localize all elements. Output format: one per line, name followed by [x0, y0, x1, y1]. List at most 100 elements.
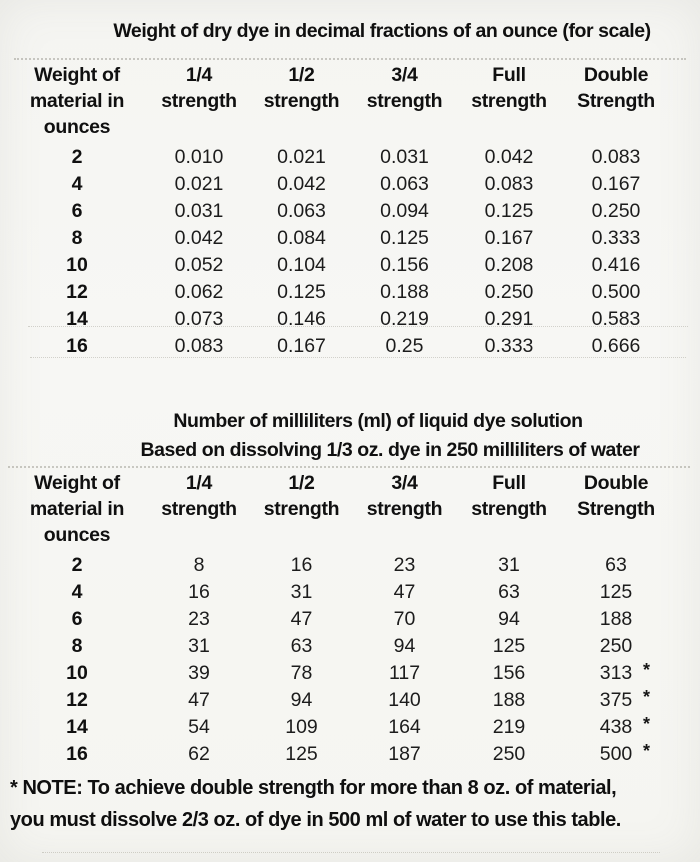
row-label-ounces: 4	[71, 173, 83, 195]
table-row: 4 16 31 47 63 125	[6, 579, 670, 606]
cell-value: 313	[599, 662, 633, 684]
data-cell: 0.021	[277, 146, 326, 168]
data-cell: 0.167	[277, 335, 326, 357]
data-cell: 0.063	[380, 173, 429, 195]
data-cell: 0.031	[174, 200, 224, 222]
data-cell: 438 *	[562, 714, 670, 741]
table-row: 10 39 78 117 156 313 *	[6, 660, 670, 687]
col-header-half-strength: 1/2 strength	[263, 64, 340, 112]
data-cell: 0.083	[591, 146, 641, 168]
col-header-material-weight: Weight of material in ounces	[29, 472, 125, 546]
row-label-ounces: 6	[71, 608, 83, 630]
data-cell: 16	[188, 581, 210, 603]
data-cell: 125	[562, 579, 670, 606]
data-cell: 0.031	[380, 146, 429, 168]
data-cell: 0.25	[385, 335, 424, 357]
data-cell: 0.084	[277, 227, 326, 249]
data-cell: 0.333	[591, 227, 641, 249]
data-cell: 63	[290, 635, 313, 657]
data-cell: 0.042	[277, 173, 326, 195]
liquid-dye-solution-table: Weight of material in ounces 1/4 strengt…	[6, 470, 670, 768]
data-cell: 0.167	[484, 227, 534, 249]
cell-value: 188	[599, 608, 633, 630]
data-cell: 62	[188, 743, 210, 765]
note-line-2: you must dissolve 2/3 oz. of dye in 500 …	[10, 809, 621, 831]
col-header-quarter-strength: 1/4 strength	[161, 472, 237, 520]
table-row: 2 8 16 23 31 63	[6, 552, 670, 579]
data-cell: 0.104	[277, 254, 326, 276]
scan-artifact-line	[8, 466, 690, 468]
data-cell: 187	[388, 743, 421, 765]
table-row: 16 62 125 187 250 500 *	[6, 741, 670, 768]
data-cell: 94	[290, 689, 313, 711]
row-label-ounces: 2	[71, 554, 83, 576]
data-cell: 23	[393, 554, 416, 576]
data-cell: 0.219	[380, 308, 429, 330]
scan-artifact-line	[14, 58, 686, 60]
data-cell: 125	[492, 635, 526, 657]
data-cell: 0.250	[484, 281, 534, 303]
data-cell: 219	[492, 716, 526, 738]
data-cell: 94	[498, 608, 520, 630]
liquid-table-subtitle: Based on dissolving 1/3 oz. dye in 250 m…	[140, 439, 640, 461]
col-header-full-strength: Full strength	[471, 472, 547, 520]
table-row: 12 0.062 0.125 0.188 0.250 0.500	[6, 279, 670, 306]
data-cell: 0.021	[174, 173, 224, 195]
data-cell: 0.500	[591, 281, 641, 303]
data-cell: 0.073	[174, 308, 224, 330]
data-cell: 70	[393, 608, 416, 630]
data-cell: 63	[562, 552, 670, 579]
data-cell: 0.250	[591, 200, 641, 222]
row-label-ounces: 8	[71, 227, 83, 249]
data-cell: 31	[290, 581, 313, 603]
data-cell: 23	[188, 608, 210, 630]
dry-table-title: Weight of dry dye in decimal fractions o…	[113, 20, 651, 42]
data-cell: 0.208	[484, 254, 534, 276]
data-cell: 0.062	[174, 281, 224, 303]
table-row: 8 0.042 0.084 0.125 0.167 0.333	[6, 225, 670, 252]
double-strength-note: * NOTE: To achieve double strength for m…	[10, 772, 696, 836]
table-row: 16 0.083 0.167 0.25 0.333 0.666	[6, 333, 670, 360]
data-cell: 0.156	[380, 254, 429, 276]
dry-dye-weight-table: Weight of material in ounces 1/4 strengt…	[6, 62, 670, 360]
col-header-double-strength: Double Strength	[577, 472, 655, 520]
data-cell: 164	[388, 716, 421, 738]
data-cell: 250	[492, 743, 526, 765]
data-cell: 8	[193, 554, 205, 576]
table-row: 6 23 47 70 94 188	[6, 606, 670, 633]
table-row: 8 31 63 94 125 250	[6, 633, 670, 660]
data-cell: 0.083	[174, 335, 224, 357]
cell-value: 250	[599, 635, 633, 657]
liquid-table-header: Weight of material in ounces 1/4 strengt…	[6, 470, 670, 552]
data-cell: 0.125	[484, 200, 534, 222]
row-label-ounces: 10	[66, 254, 88, 276]
data-cell: 250	[562, 633, 670, 660]
data-cell: 0.125	[380, 227, 429, 249]
data-cell: 125	[285, 743, 318, 765]
data-cell: 0.167	[591, 173, 641, 195]
data-cell: 47	[290, 608, 313, 630]
data-cell: 140	[388, 689, 421, 711]
table-row: 2 0.010 0.021 0.031 0.042 0.083	[6, 144, 670, 171]
row-label-ounces: 2	[71, 146, 83, 168]
data-cell: 313 *	[562, 660, 670, 687]
row-label-ounces: 4	[71, 581, 83, 603]
table-row: 10 0.052 0.104 0.156 0.208 0.416	[6, 252, 670, 279]
row-label-ounces: 14	[66, 308, 88, 330]
data-cell: 0.416	[591, 254, 641, 276]
row-label-ounces: 16	[66, 743, 88, 765]
data-cell: 78	[290, 662, 313, 684]
data-cell: 0.042	[484, 146, 534, 168]
data-cell: 0.063	[277, 200, 326, 222]
cell-value: 125	[599, 581, 633, 603]
data-cell: 500 *	[562, 741, 670, 768]
data-cell: 0.125	[277, 281, 326, 303]
data-cell: 188	[492, 689, 526, 711]
data-cell: 0.083	[484, 173, 534, 195]
col-header-full-strength: Full strength	[471, 64, 547, 112]
row-label-ounces: 6	[71, 200, 83, 222]
data-cell: 117	[388, 662, 421, 684]
data-cell: 39	[188, 662, 210, 684]
data-cell: 0.042	[174, 227, 224, 249]
